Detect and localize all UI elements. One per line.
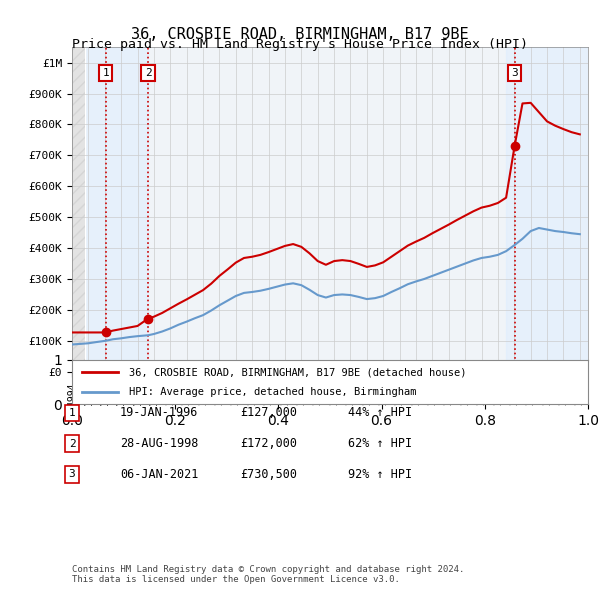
Bar: [506, 47, 588, 372]
Text: 19-JAN-1996: 19-JAN-1996: [120, 407, 199, 419]
Text: 06-JAN-2021: 06-JAN-2021: [120, 468, 199, 481]
Bar: [85, 47, 148, 372]
Text: Contains HM Land Registry data © Crown copyright and database right 2024.
This d: Contains HM Land Registry data © Crown c…: [72, 565, 464, 584]
Text: 1: 1: [102, 68, 109, 78]
Text: 2: 2: [145, 68, 152, 78]
Text: 92% ↑ HPI: 92% ↑ HPI: [348, 468, 412, 481]
Text: 3: 3: [511, 68, 518, 78]
Text: 2: 2: [68, 439, 76, 448]
Text: £172,000: £172,000: [240, 437, 297, 450]
Text: HPI: Average price, detached house, Birmingham: HPI: Average price, detached house, Birm…: [129, 387, 416, 396]
Text: £127,000: £127,000: [240, 407, 297, 419]
Text: 36, CROSBIE ROAD, BIRMINGHAM, B17 9BE: 36, CROSBIE ROAD, BIRMINGHAM, B17 9BE: [131, 27, 469, 41]
Text: £730,500: £730,500: [240, 468, 297, 481]
Text: 36, CROSBIE ROAD, BIRMINGHAM, B17 9BE (detached house): 36, CROSBIE ROAD, BIRMINGHAM, B17 9BE (d…: [129, 368, 466, 377]
Text: 28-AUG-1998: 28-AUG-1998: [120, 437, 199, 450]
Text: 1: 1: [68, 408, 76, 418]
Text: 44% ↑ HPI: 44% ↑ HPI: [348, 407, 412, 419]
Text: Price paid vs. HM Land Registry's House Price Index (HPI): Price paid vs. HM Land Registry's House …: [72, 38, 528, 51]
Text: 62% ↑ HPI: 62% ↑ HPI: [348, 437, 412, 450]
Text: 3: 3: [68, 470, 76, 479]
Bar: [72, 47, 85, 372]
